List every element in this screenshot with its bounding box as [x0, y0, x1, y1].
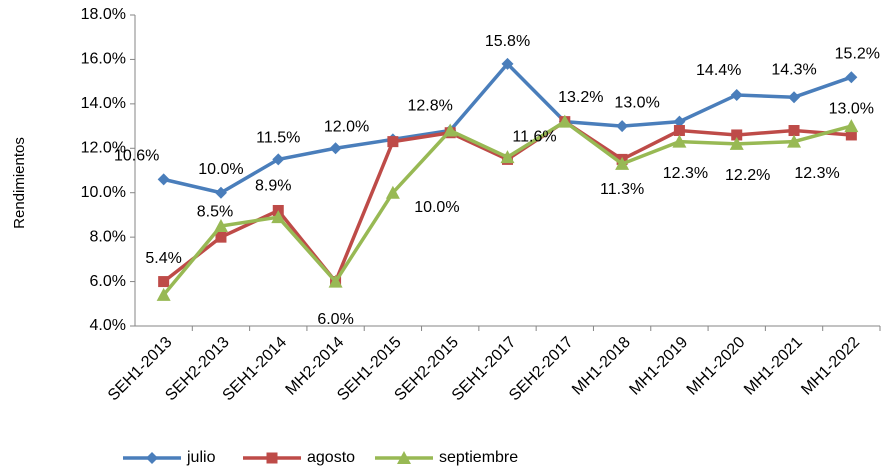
y-tick-label: 8.0% — [90, 228, 126, 245]
data-point — [501, 57, 514, 70]
data-point — [845, 129, 857, 141]
data-point — [673, 115, 686, 128]
data-label: 10.0% — [198, 161, 243, 178]
y-tick-label: 4.0% — [90, 317, 126, 334]
data-point — [672, 134, 687, 148]
data-point — [271, 210, 286, 224]
data-point — [272, 153, 285, 166]
data-label: 15.2% — [835, 45, 880, 62]
legend-marker — [266, 452, 278, 464]
data-label: 14.3% — [771, 61, 816, 78]
series-line — [162, 119, 852, 297]
data-point — [557, 114, 572, 128]
y-tick-label: 14.0% — [81, 95, 126, 112]
x-tick-label: MH1-2020 — [684, 334, 749, 399]
data-point — [731, 129, 743, 141]
legend-marker — [146, 452, 158, 464]
data-point — [215, 231, 227, 243]
data-label: 15.8% — [485, 33, 530, 50]
data-point — [729, 136, 744, 150]
data-point — [844, 119, 859, 133]
data-label: 12.3% — [663, 165, 708, 182]
data-label: 8.9% — [255, 177, 291, 194]
data-point — [213, 219, 228, 233]
data-point — [730, 88, 743, 101]
data-point — [214, 186, 227, 199]
data-label: 12.2% — [725, 167, 770, 184]
data-point — [788, 125, 800, 137]
data-label: 8.5% — [197, 203, 233, 220]
data-label: 14.4% — [696, 62, 741, 79]
x-tick-label: MH1-2022 — [798, 334, 863, 399]
data-point — [673, 125, 685, 137]
data-point — [615, 156, 630, 170]
data-point — [500, 150, 515, 164]
legend-label: septiembre — [439, 449, 518, 466]
data-label: 13.0% — [829, 100, 874, 117]
data-point — [385, 185, 400, 199]
y-axis-label: Rendimientos — [11, 137, 28, 229]
legend-label: julio — [186, 449, 216, 466]
data-point — [443, 123, 458, 137]
data-label: 11.6% — [512, 128, 556, 145]
data-point — [845, 71, 858, 84]
y-tick-label: 16.0% — [81, 51, 126, 68]
data-label: 12.8% — [408, 98, 453, 115]
data-label: 5.4% — [145, 250, 181, 267]
data-label: 11.3% — [600, 181, 644, 198]
y-tick-label: 12.0% — [81, 140, 126, 157]
data-point — [156, 287, 171, 301]
data-point — [157, 173, 170, 186]
data-point — [328, 274, 343, 288]
x-tick-label: MH1-2018 — [569, 334, 634, 399]
y-tick-label: 6.0% — [90, 273, 126, 290]
y-tick-label: 10.0% — [81, 184, 126, 201]
data-point — [788, 91, 801, 104]
y-tick-label: 18.0% — [81, 6, 126, 23]
data-label: 11.5% — [256, 130, 300, 147]
data-label: 10.6% — [114, 148, 159, 165]
legend-label: agosto — [307, 449, 355, 466]
data-point — [329, 142, 342, 155]
data-point — [616, 120, 629, 133]
data-point — [787, 134, 802, 148]
x-tick-label: MH1-2021 — [741, 334, 806, 399]
data-label: 10.0% — [414, 199, 459, 216]
data-label: 6.0% — [317, 311, 353, 328]
data-label: 13.0% — [614, 94, 659, 111]
data-label: 13.2% — [558, 89, 603, 106]
x-tick-label: MH1-2019 — [626, 334, 691, 399]
data-label: 12.0% — [324, 119, 369, 136]
data-point — [387, 136, 399, 148]
data-label: 12.3% — [794, 165, 839, 182]
legend-marker — [397, 451, 411, 464]
data-point — [158, 276, 170, 288]
